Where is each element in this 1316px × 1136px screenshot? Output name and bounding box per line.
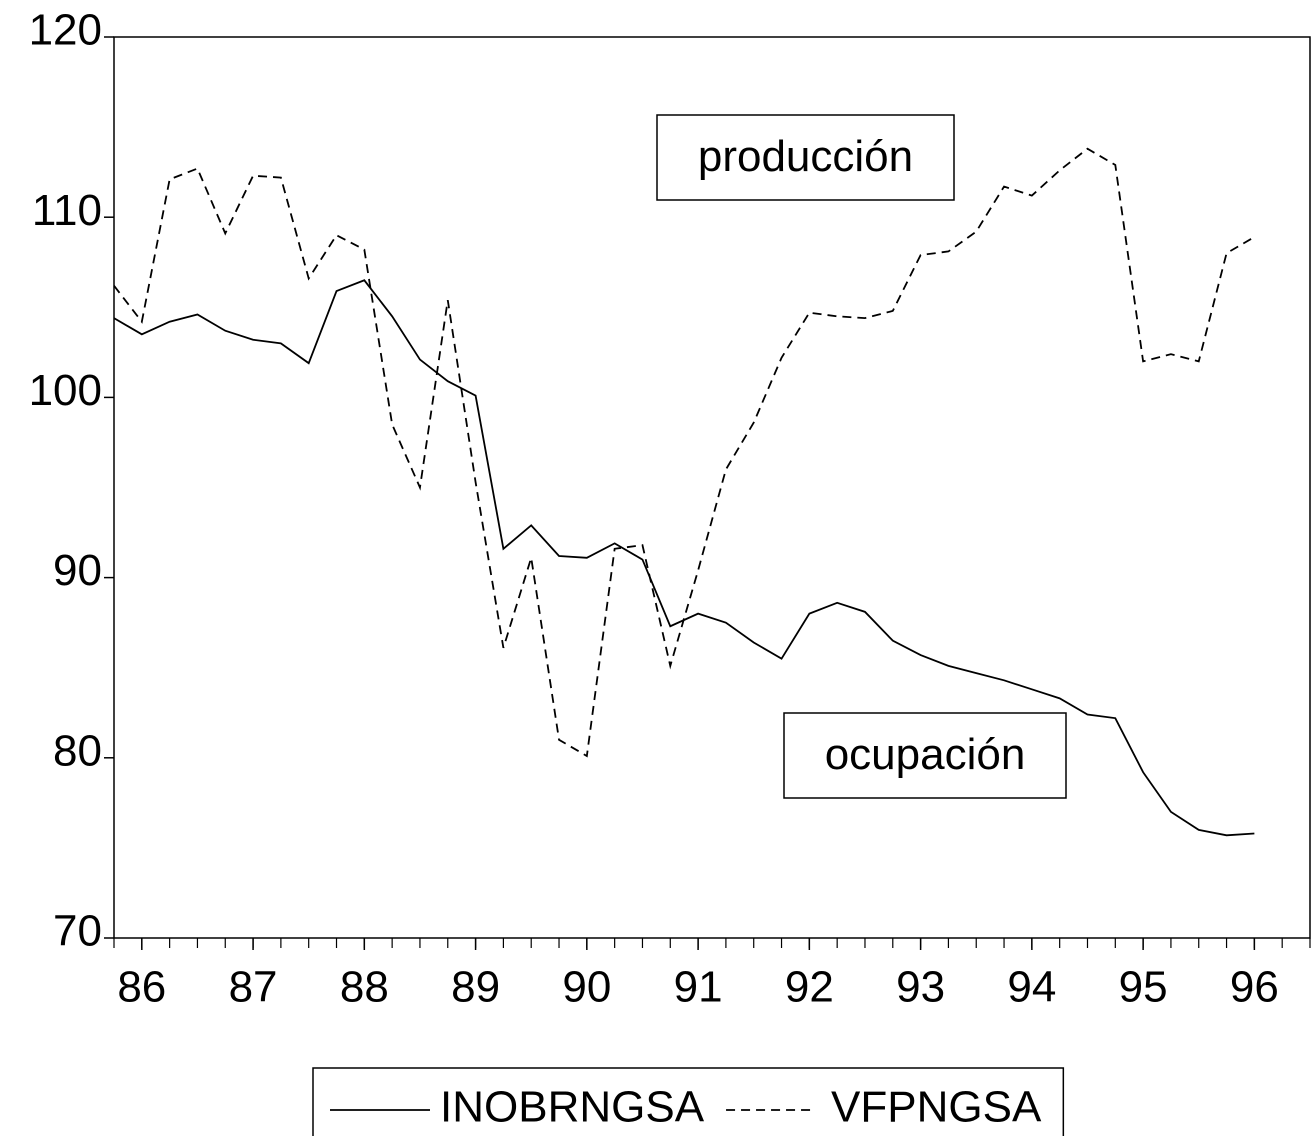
annotation-box bbox=[783, 712, 1067, 799]
annotation: producción bbox=[698, 132, 913, 181]
legend-label: INOBRNGSA bbox=[440, 1083, 705, 1132]
x-tick-label: 93 bbox=[896, 963, 945, 1012]
x-tick-label: 90 bbox=[562, 963, 611, 1012]
series-line bbox=[113, 279, 1255, 837]
x-tick-label: 92 bbox=[785, 963, 834, 1012]
series-line bbox=[113, 147, 1255, 758]
annotation-box bbox=[656, 114, 955, 201]
y-tick-label: 120 bbox=[29, 6, 102, 55]
x-tick-label: 94 bbox=[1007, 963, 1056, 1012]
x-tick-label: 89 bbox=[451, 963, 500, 1012]
y-tick-label: 70 bbox=[53, 907, 102, 956]
plot-frame bbox=[113, 36, 1311, 939]
x-tick-label: 88 bbox=[340, 963, 389, 1012]
legend-box bbox=[312, 1067, 1065, 1136]
y-tick-label: 80 bbox=[53, 726, 102, 775]
x-tick-label: 95 bbox=[1119, 963, 1168, 1012]
y-tick-label: 100 bbox=[29, 366, 102, 415]
x-tick-label: 86 bbox=[117, 963, 166, 1012]
annotation: ocupación bbox=[825, 730, 1026, 779]
legend-label: VFPNGSA bbox=[831, 1083, 1042, 1132]
x-tick-label: 87 bbox=[229, 963, 278, 1012]
y-tick-label: 110 bbox=[32, 186, 102, 235]
y-tick-label: 90 bbox=[53, 546, 102, 595]
x-tick-label: 91 bbox=[674, 963, 723, 1012]
x-tick-label: 96 bbox=[1230, 963, 1279, 1012]
